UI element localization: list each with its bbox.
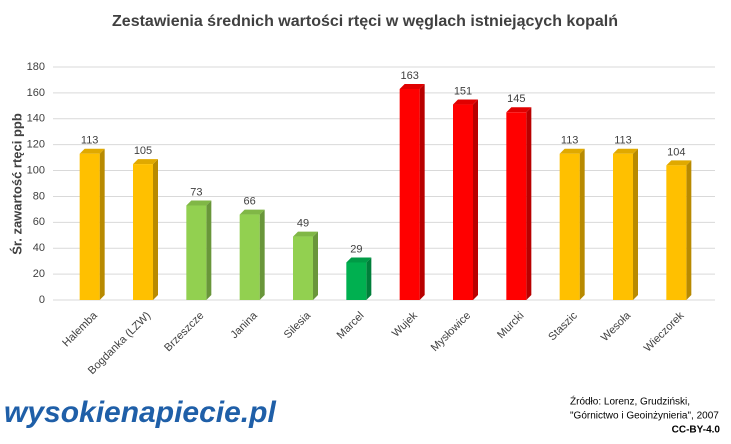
bar-side — [473, 99, 478, 301]
y-tick-label: 120 — [27, 139, 45, 151]
bar — [559, 153, 580, 300]
value-label: 105 — [134, 145, 152, 157]
x-tick-label: Halemba — [60, 309, 100, 349]
bar-side — [579, 148, 585, 300]
bar — [186, 205, 207, 300]
value-label: 73 — [190, 186, 202, 198]
license: CC-BY-4.0 — [672, 425, 721, 436]
y-tick-label: 160 — [27, 87, 45, 99]
y-tick-label: 180 — [27, 61, 45, 73]
bar-side — [99, 148, 105, 300]
value-label: 113 — [561, 135, 579, 147]
bar-top — [666, 160, 692, 166]
bar — [346, 262, 367, 300]
bar — [239, 214, 260, 300]
bar-side — [259, 209, 265, 300]
bar-top — [613, 148, 638, 154]
x-tick-label: Murcki — [495, 310, 526, 341]
bar-side — [633, 148, 638, 300]
value-label: 151 — [454, 85, 472, 97]
bar-top — [399, 84, 425, 90]
x-tick-label: Wujek — [390, 309, 420, 339]
bar — [133, 164, 153, 300]
value-label: 113 — [81, 135, 99, 147]
source-line: "Górnictwo i Geoinżynieria", 2007 — [570, 411, 719, 422]
bar-top — [133, 159, 158, 165]
value-label: 29 — [350, 243, 362, 255]
x-tick-label: Janina — [228, 309, 260, 341]
bar-top — [293, 231, 318, 237]
x-tick-label: Silesia — [282, 309, 314, 341]
y-tick-label: 60 — [33, 216, 45, 228]
x-tick-label: Brzeszcze — [162, 310, 206, 354]
bar-side — [526, 107, 532, 300]
x-tick-label: Mysłowice — [429, 310, 473, 354]
value-label: 66 — [244, 195, 256, 207]
y-tick-label: 140 — [27, 113, 45, 125]
bar — [79, 153, 100, 300]
value-label: 104 — [667, 146, 685, 158]
y-tick-label: 40 — [33, 242, 45, 254]
logo: wysokienapiecie.pl — [4, 396, 276, 429]
x-tick-label: Staszic — [546, 309, 580, 343]
bar-top — [239, 209, 265, 215]
chart-title: Zestawienia średnich wartości rtęci w wę… — [112, 13, 618, 30]
y-tick-label: 20 — [33, 268, 45, 280]
bar-side — [366, 257, 372, 300]
value-label: 145 — [507, 93, 525, 105]
y-tick-label: 0 — [39, 294, 45, 306]
x-tick-label: Wesoła — [599, 309, 634, 344]
bar-side — [206, 200, 212, 300]
bar-side — [313, 231, 318, 300]
value-label: 49 — [297, 217, 309, 229]
bar-top — [506, 107, 532, 113]
x-tick-label: Marcel — [335, 310, 367, 342]
y-axis-label: Śr. zawartość rtęci ppb — [9, 113, 24, 255]
bar-side — [686, 160, 692, 300]
bar — [506, 112, 527, 300]
bar-top — [346, 257, 372, 263]
bar — [613, 153, 633, 300]
bar-top — [79, 148, 105, 154]
x-tick-label: Wieczorek — [642, 309, 687, 354]
bar-top — [453, 99, 478, 105]
bar — [666, 165, 687, 300]
bar — [453, 104, 473, 301]
value-label: 163 — [400, 70, 418, 82]
y-tick-label: 80 — [33, 190, 45, 202]
bar-top — [559, 148, 585, 154]
source-line: Źródło: Lorenz, Grudziński, — [570, 395, 690, 408]
value-label: 113 — [614, 135, 632, 147]
bar-side — [419, 84, 425, 300]
bar — [293, 236, 313, 300]
bar — [399, 89, 420, 300]
bar-top — [186, 200, 212, 206]
bar-side — [153, 159, 158, 300]
y-tick-label: 100 — [27, 164, 45, 176]
